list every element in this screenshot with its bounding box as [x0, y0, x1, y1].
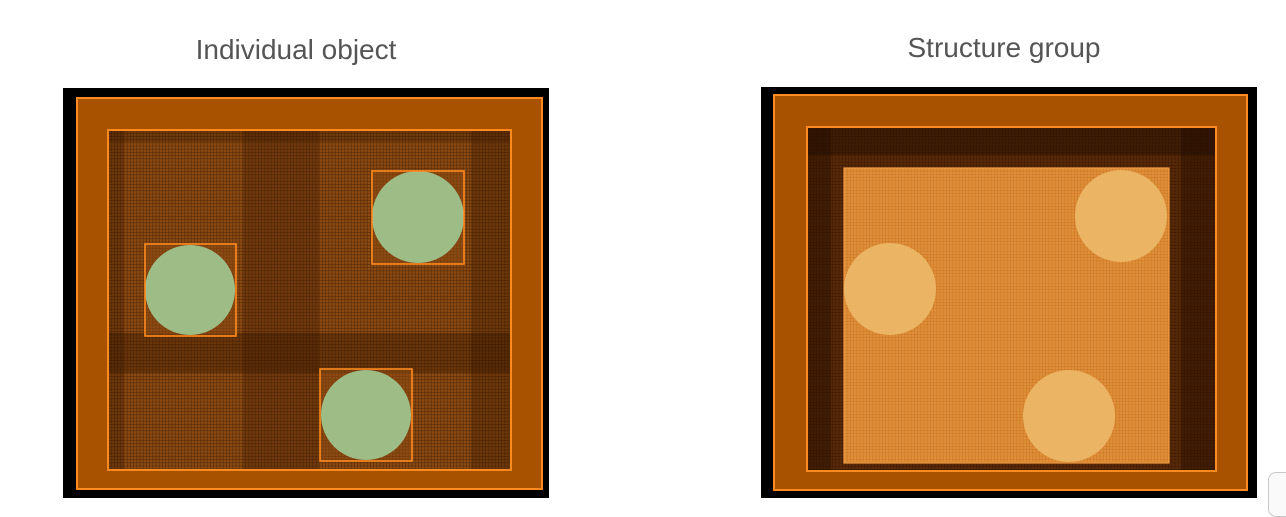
object-circle-2 — [372, 171, 464, 263]
object-circle-3 — [321, 370, 411, 460]
group-refinement-box — [843, 167, 1170, 464]
object-circle-1 — [844, 243, 936, 335]
individual-object-title: Individual object — [195, 34, 397, 65]
individual-object-mesh-view — [63, 88, 549, 498]
object-refinement-box-3 — [319, 368, 413, 462]
mesh-region-outline — [806, 126, 1217, 472]
object-refinement-box-2 — [371, 170, 465, 265]
object-circle-1 — [145, 245, 235, 335]
structure-group-mesh-view — [761, 87, 1257, 498]
scroll-handle[interactable] — [1268, 472, 1286, 517]
object-refinement-box-1 — [144, 243, 237, 337]
mesh-dense-band — [108, 130, 124, 470]
mesh-dense-band — [807, 127, 831, 471]
object-circle-3 — [1023, 370, 1115, 462]
structure-group-title: Structure group — [907, 32, 1101, 63]
mesh-region-outline — [107, 129, 512, 471]
mesh-dense-band — [1181, 127, 1216, 471]
mesh-dense-band — [471, 130, 511, 470]
object-circle-2 — [1075, 170, 1167, 262]
